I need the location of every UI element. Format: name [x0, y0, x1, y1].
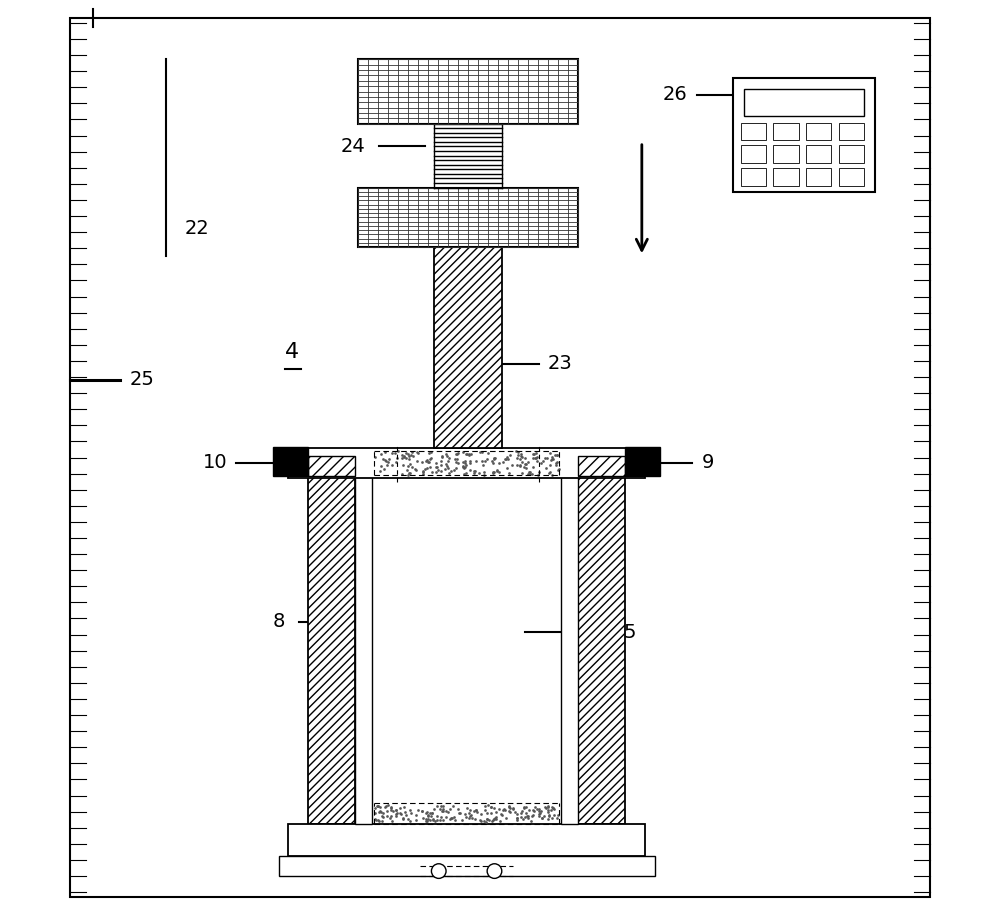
Bar	[308, 456, 355, 476]
Bar	[744, 89, 864, 116]
Bar	[578, 456, 625, 476]
Bar	[273, 447, 308, 476]
Bar	[288, 448, 645, 478]
Bar	[806, 123, 831, 140]
Bar	[625, 447, 660, 476]
Bar	[773, 145, 799, 163]
Bar	[288, 824, 645, 856]
Text: 22: 22	[184, 219, 209, 238]
Bar	[578, 476, 625, 824]
Bar	[806, 168, 831, 186]
Text: 9: 9	[701, 454, 714, 472]
Bar	[434, 247, 502, 448]
Bar	[773, 168, 799, 186]
Text: 4: 4	[285, 342, 299, 362]
Bar	[806, 145, 831, 163]
Bar	[355, 476, 372, 824]
Bar	[741, 145, 766, 163]
Text: 5: 5	[624, 623, 636, 641]
Bar	[358, 188, 578, 247]
Bar	[372, 476, 561, 824]
Circle shape	[431, 864, 446, 878]
Bar	[773, 123, 799, 140]
Text: 25: 25	[129, 371, 154, 389]
Text: 23: 23	[548, 354, 573, 373]
Bar	[561, 476, 578, 824]
Text: 10: 10	[203, 454, 227, 472]
Bar	[358, 59, 578, 124]
Bar	[839, 123, 864, 140]
Text: 26: 26	[663, 85, 688, 104]
Bar	[733, 78, 875, 192]
Text: 24: 24	[340, 137, 365, 156]
Bar	[839, 168, 864, 186]
Bar	[741, 168, 766, 186]
Circle shape	[487, 864, 502, 878]
Bar	[308, 476, 355, 824]
Bar	[839, 145, 864, 163]
Bar	[279, 856, 655, 876]
Bar	[741, 123, 766, 140]
Text: 6: 6	[320, 454, 333, 472]
Text: 8: 8	[273, 612, 285, 631]
